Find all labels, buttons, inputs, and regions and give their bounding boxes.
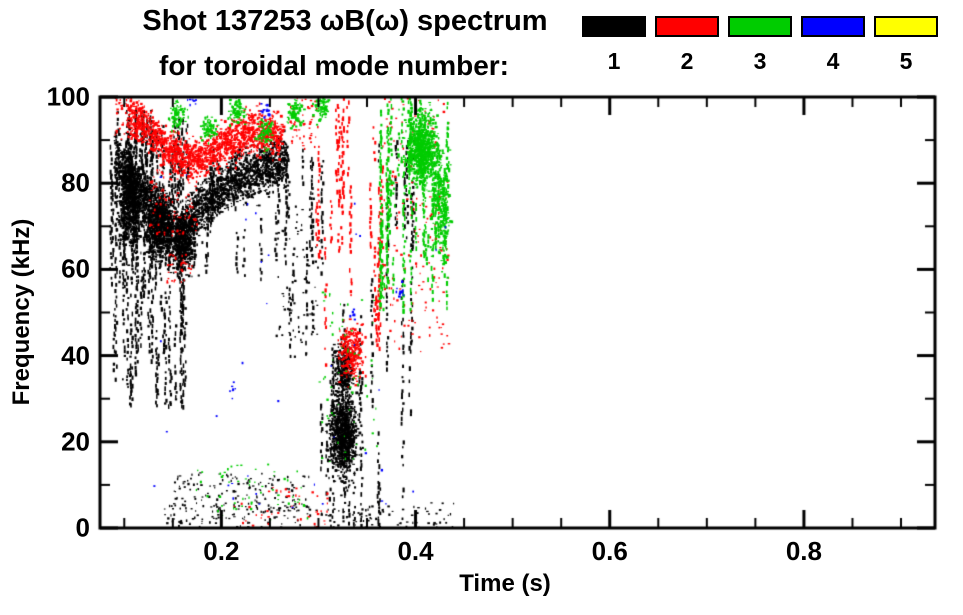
figure-title: Shot 137253 ωB(ω) spectrum bbox=[142, 5, 548, 37]
y-tick-label: 60 bbox=[61, 253, 90, 284]
y-axis-label: Frequency (kHz) bbox=[8, 218, 35, 406]
x-tick-label: 0.6 bbox=[591, 536, 628, 566]
legend-mode-number: 5 bbox=[899, 48, 913, 74]
legend-mode-number: 2 bbox=[680, 48, 694, 74]
legend-item-n3: 3 bbox=[728, 16, 792, 73]
x-tick-label: 0.8 bbox=[785, 536, 822, 566]
legend: 1 2 3 4 5 bbox=[582, 16, 938, 73]
x-tick-label: 0.4 bbox=[397, 536, 434, 566]
y-tick-label: 40 bbox=[61, 340, 90, 371]
legend-swatch bbox=[801, 16, 865, 37]
legend-swatch bbox=[728, 16, 792, 37]
legend-item-n4: 4 bbox=[801, 16, 865, 73]
legend-item-n1: 1 bbox=[582, 16, 646, 73]
legend-item-n5: 5 bbox=[874, 16, 938, 73]
legend-mode-number: 4 bbox=[826, 48, 840, 74]
legend-swatch bbox=[655, 16, 719, 37]
y-tick-label: 20 bbox=[61, 426, 90, 457]
legend-mode-number: 1 bbox=[607, 48, 621, 74]
y-tick-label: 0 bbox=[75, 512, 90, 543]
y-tick-label: 100 bbox=[46, 81, 90, 112]
y-tick-label: 80 bbox=[61, 167, 90, 198]
legend-mode-number: 3 bbox=[753, 48, 767, 74]
x-tick-label: 0.2 bbox=[203, 536, 240, 566]
legend-swatch bbox=[874, 16, 938, 37]
figure-subtitle: for toroidal mode number: bbox=[159, 50, 509, 81]
legend-swatch bbox=[582, 16, 646, 37]
legend-item-n2: 2 bbox=[655, 16, 719, 73]
x-axis-label: Time (s) bbox=[459, 570, 551, 597]
